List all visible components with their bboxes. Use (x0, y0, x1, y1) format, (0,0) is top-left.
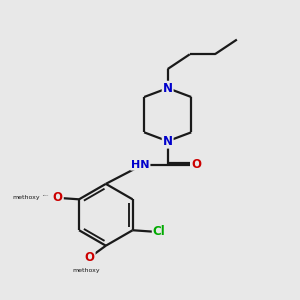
Text: O: O (191, 158, 201, 171)
Text: methoxy: methoxy (72, 268, 100, 273)
Text: O: O (53, 191, 63, 204)
Text: N: N (163, 135, 173, 148)
Text: methoxy: methoxy (12, 195, 40, 200)
Text: O: O (85, 251, 94, 264)
Text: methoxy: methoxy (43, 195, 49, 196)
Text: N: N (163, 82, 173, 95)
Text: HN: HN (131, 160, 149, 170)
Text: Cl: Cl (153, 225, 166, 238)
